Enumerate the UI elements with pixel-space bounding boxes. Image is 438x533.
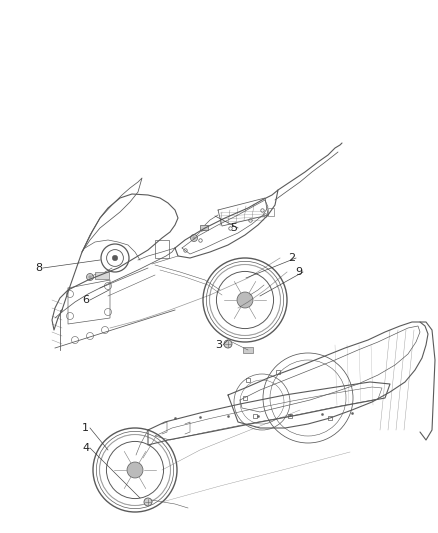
Circle shape	[237, 292, 253, 308]
Text: 6: 6	[82, 295, 89, 305]
Text: 9: 9	[295, 267, 302, 277]
Text: 2: 2	[288, 253, 295, 263]
Circle shape	[127, 462, 143, 478]
Bar	[155, 240, 169, 258]
Bar	[95, 272, 109, 279]
Bar	[200, 225, 208, 230]
Circle shape	[224, 340, 232, 348]
Circle shape	[112, 255, 118, 261]
Circle shape	[86, 273, 93, 280]
Bar	[268, 208, 274, 216]
Text: 8: 8	[35, 263, 42, 273]
Text: 4: 4	[82, 443, 89, 453]
Text: 3: 3	[215, 340, 222, 350]
Circle shape	[144, 498, 152, 506]
Bar	[243, 347, 253, 353]
Text: 5: 5	[230, 223, 237, 233]
Text: 1: 1	[82, 423, 89, 433]
Circle shape	[191, 235, 198, 241]
